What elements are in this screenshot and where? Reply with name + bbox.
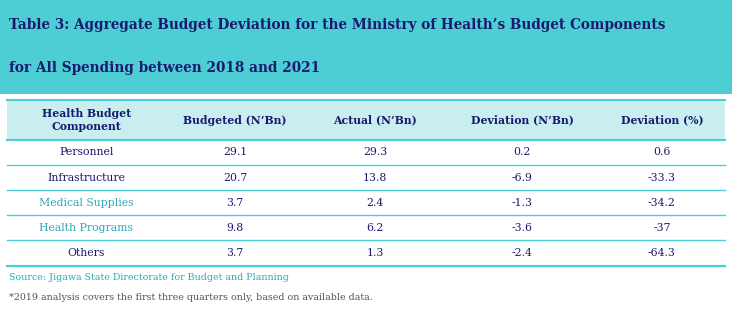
Text: Deviation (%): Deviation (%) <box>621 114 703 126</box>
Text: 3.7: 3.7 <box>226 248 244 258</box>
Text: 3.7: 3.7 <box>226 198 244 208</box>
Text: 0.2: 0.2 <box>513 148 531 157</box>
Text: -6.9: -6.9 <box>512 173 532 183</box>
Text: Actual (N’Bn): Actual (N’Bn) <box>333 114 417 126</box>
Text: -33.3: -33.3 <box>648 173 676 183</box>
Text: -64.3: -64.3 <box>648 248 676 258</box>
Text: Table 3: Aggregate Budget Deviation for the Ministry of Health’s Budget Componen: Table 3: Aggregate Budget Deviation for … <box>9 18 665 32</box>
Text: Others: Others <box>67 248 105 258</box>
Text: Source: Jigawa State Directorate for Budget and Planning: Source: Jigawa State Directorate for Bud… <box>9 273 288 282</box>
Text: 6.2: 6.2 <box>366 223 384 233</box>
Text: 29.1: 29.1 <box>223 148 247 157</box>
Text: 9.8: 9.8 <box>226 223 244 233</box>
Text: -1.3: -1.3 <box>512 198 532 208</box>
Text: 13.8: 13.8 <box>363 173 387 183</box>
Text: 29.3: 29.3 <box>363 148 387 157</box>
Text: Infrastructure: Infrastructure <box>48 173 125 183</box>
Text: -3.6: -3.6 <box>512 223 532 233</box>
Text: 2.4: 2.4 <box>366 198 384 208</box>
Text: -2.4: -2.4 <box>512 248 532 258</box>
Text: -34.2: -34.2 <box>648 198 676 208</box>
Text: 20.7: 20.7 <box>223 173 247 183</box>
Text: for All Spending between 2018 and 2021: for All Spending between 2018 and 2021 <box>9 61 320 75</box>
Text: Budgeted (N’Bn): Budgeted (N’Bn) <box>183 114 287 126</box>
Text: 0.6: 0.6 <box>653 148 671 157</box>
Text: -37: -37 <box>653 223 671 233</box>
Text: Personnel: Personnel <box>59 148 113 157</box>
Text: Health Programs: Health Programs <box>40 223 133 233</box>
Text: *2019 analysis covers the first three quarters only, based on available data.: *2019 analysis covers the first three qu… <box>9 293 373 301</box>
Text: Deviation (N’Bn): Deviation (N’Bn) <box>471 114 573 126</box>
Text: 1.3: 1.3 <box>366 248 384 258</box>
Text: Health Budget
Component: Health Budget Component <box>42 108 131 132</box>
Text: Medical Supplies: Medical Supplies <box>39 198 133 208</box>
